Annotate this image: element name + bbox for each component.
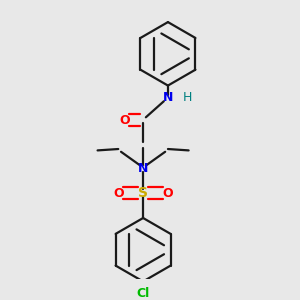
Text: H: H: [183, 92, 192, 104]
Text: O: O: [163, 187, 173, 200]
Text: S: S: [138, 186, 148, 200]
Text: Cl: Cl: [136, 286, 150, 300]
Text: N: N: [138, 162, 148, 175]
Text: O: O: [113, 187, 124, 200]
Text: N: N: [163, 92, 173, 104]
Text: O: O: [120, 113, 130, 127]
